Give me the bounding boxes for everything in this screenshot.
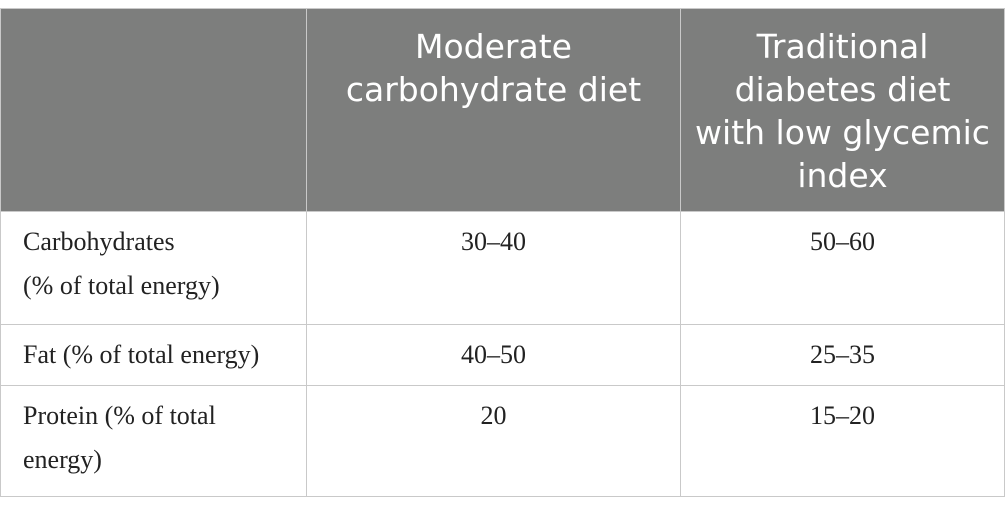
header-row: Moderate carbohydrate diet Traditional d… (0, 8, 1005, 212)
cell-value: 25–35 (680, 324, 1005, 386)
cell-value: 30–40 (306, 211, 681, 325)
table-row: Carbohydrates (% of total energy) 30–40 … (0, 211, 1005, 325)
diet-comparison-table-container: Moderate carbohydrate diet Traditional d… (0, 8, 1005, 497)
diet-comparison-table: Moderate carbohydrate diet Traditional d… (0, 8, 1005, 497)
row-label-protein: Protein (% of total energy) (0, 385, 307, 497)
cell-value: 50–60 (680, 211, 1005, 325)
header-moderate-carbohydrate-diet: Moderate carbohydrate diet (306, 8, 681, 212)
header-traditional-diabetes-diet: Traditional diabetes diet with low glyce… (680, 8, 1005, 212)
table-row: Fat (% of total energy) 40–50 25–35 (0, 324, 1005, 386)
cell-value: 15–20 (680, 385, 1005, 497)
table-row: Protein (% of total energy) 20 15–20 (0, 385, 1005, 497)
cell-value: 20 (306, 385, 681, 497)
row-label-carbohydrates: Carbohydrates (% of total energy) (0, 211, 307, 325)
row-label-fat: Fat (% of total energy) (0, 324, 307, 386)
header-corner-cell (0, 8, 307, 212)
cell-value: 40–50 (306, 324, 681, 386)
